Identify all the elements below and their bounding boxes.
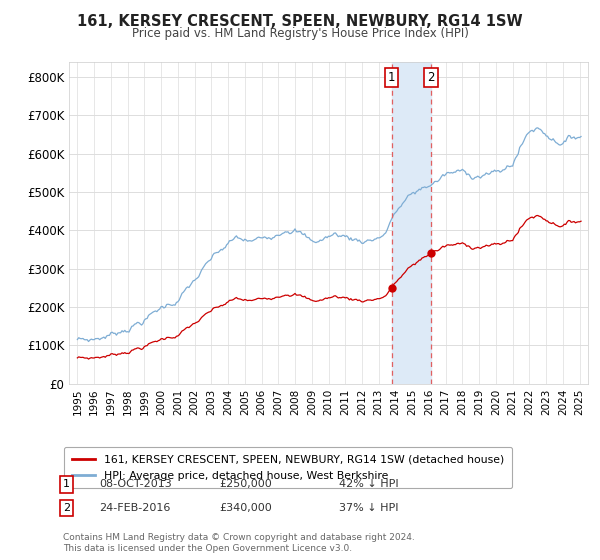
Bar	[392, 62, 431, 384]
Text: 1: 1	[63, 479, 70, 489]
Text: £250,000: £250,000	[219, 479, 272, 489]
Text: 161, KERSEY CRESCENT, SPEEN, NEWBURY, RG14 1SW: 161, KERSEY CRESCENT, SPEEN, NEWBURY, RG…	[77, 14, 523, 29]
Text: £340,000: £340,000	[219, 503, 272, 513]
Text: 1: 1	[388, 71, 395, 84]
Legend: 161, KERSEY CRESCENT, SPEEN, NEWBURY, RG14 1SW (detached house), HPI: Average pr: 161, KERSEY CRESCENT, SPEEN, NEWBURY, RG…	[64, 447, 512, 488]
Text: 2: 2	[427, 71, 435, 84]
Text: 42% ↓ HPI: 42% ↓ HPI	[339, 479, 398, 489]
Text: 08-OCT-2013: 08-OCT-2013	[99, 479, 172, 489]
Text: Contains HM Land Registry data © Crown copyright and database right 2024.
This d: Contains HM Land Registry data © Crown c…	[63, 533, 415, 553]
Text: 2: 2	[63, 503, 70, 513]
Text: Price paid vs. HM Land Registry's House Price Index (HPI): Price paid vs. HM Land Registry's House …	[131, 27, 469, 40]
Text: 37% ↓ HPI: 37% ↓ HPI	[339, 503, 398, 513]
Text: 24-FEB-2016: 24-FEB-2016	[99, 503, 170, 513]
